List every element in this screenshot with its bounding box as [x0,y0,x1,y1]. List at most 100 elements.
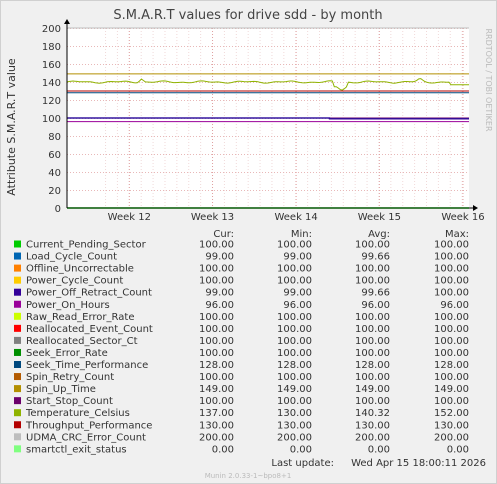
legend-value-max: 100.00 [434,312,469,323]
legend-swatch [14,300,21,308]
chart-title: S.M.A.R.T values for drive sdd - by mont… [113,8,382,23]
legend-value-avg: 96.00 [361,300,390,311]
legend-series-name: Offline_Uncorrectable [26,264,134,275]
footer-version: Munin 2.0.33-1~bpo8+1 [205,472,292,480]
legend-value-cur: 100.00 [199,336,234,347]
legend-value-min: 200.00 [277,432,312,443]
side-label: RRDTOOL / TOBI OETIKER [484,28,493,131]
legend-value-avg: 0.00 [368,444,390,455]
legend-value-min: 130.00 [277,420,312,431]
legend-swatch [14,361,21,368]
legend-value-avg: 130.00 [355,420,390,431]
legend-value-max: 100.00 [434,396,469,407]
legend-swatch [14,385,21,393]
y-tick-label: 20 [48,186,61,197]
legend-value-min: 96.00 [283,300,312,311]
legend-row: Start_Stop_Count 100.00 100.00 100.00 100.00 [14,396,469,407]
legend-value-min: 130.00 [277,408,312,419]
legend-value-cur: 128.00 [199,360,234,371]
legend-table: Current_Pending_Sector 100.00 100.00 100.00… [14,240,469,455]
last-update-label: Last update: [271,458,334,469]
legend-value-max: 128.00 [434,360,469,371]
x-tick-label: Week 13 [191,212,234,223]
y-tick-label: 0 [55,204,61,215]
legend-value-min: 100.00 [277,348,312,359]
legend-value-avg: 140.32 [355,408,390,419]
legend-series-name: Throughput_Performance [25,420,152,431]
x-tick-label: Week 15 [358,212,401,223]
legend-swatch [14,240,21,248]
legend-series-name: Raw_Read_Error_Rate [26,312,134,323]
legend-row: Offline_Uncorrectable 100.00 100.00 100.00 1… [14,264,469,275]
legend-value-cur: 100.00 [199,348,234,359]
legend-series-name: Reallocated_Event_Count [26,324,153,335]
legend-value-avg: 100.00 [355,264,390,275]
legend-value-cur: 100.00 [199,240,234,251]
legend-series-name: Spin_Retry_Count [26,372,114,383]
legend-swatch [14,324,21,332]
legend-value-avg: 100.00 [355,336,390,347]
legend-value-avg: 149.00 [355,384,390,395]
legend-swatch [14,288,21,296]
legend-value-min: 100.00 [277,372,312,383]
last-update-value: Wed Apr 15 18:00:11 2026 [351,458,486,469]
legend-value-min: 100.00 [277,264,312,275]
legend-series-name: smartctl_exit_status [26,444,127,455]
x-tick-labels: Week 12 Week 13 Week 14 Week 15 Week 16 [108,212,485,223]
legend-value-max: 96.00 [440,300,469,311]
legend-series-name: Seek_Time_Performance [26,360,148,371]
legend-row: Power_On_Hours 96.00 96.00 96.00 96.00 [14,300,469,311]
legend-value-max: 100.00 [434,264,469,275]
legend-series-name: Reallocated_Sector_Ct [26,336,138,347]
legend-swatch [14,445,21,453]
legend-swatch [14,373,21,381]
legend-value-cur: 96.00 [205,300,234,311]
legend-value-max: 0.00 [447,444,469,455]
legend-value-max: 200.00 [434,432,469,443]
legend-value-cur: 149.00 [199,384,234,395]
legend-row: Power_Off_Retract_Count 99.00 99.00 99.66 10… [14,288,469,299]
legend-value-min: 100.00 [277,336,312,347]
legend-value-avg: 100.00 [355,396,390,407]
x-tick-label: Week 16 [441,212,484,223]
legend-value-avg: 200.00 [355,432,390,443]
legend-series-name: Power_Off_Retract_Count [26,288,152,299]
legend-swatch [14,336,21,344]
legend-value-avg: 100.00 [355,372,390,383]
legend-swatch [14,421,21,429]
legend-value-cur: 100.00 [199,324,234,335]
legend-swatch [14,264,21,272]
legend-value-cur: 100.00 [199,372,234,383]
legend-value-max: 100.00 [434,252,469,263]
legend-swatch [14,312,21,320]
legend-value-max: 100.00 [434,372,469,383]
header-max: Max: [445,229,469,240]
legend-value-min: 100.00 [277,312,312,323]
legend-headers: Cur: Min: Avg: Max: [213,229,469,240]
y-axis-label: Attribute S.M.A.R.T value [5,58,18,196]
legend-value-max: 130.00 [434,420,469,431]
legend-value-avg: 99.66 [361,288,390,299]
legend-value-cur: 137.00 [199,408,234,419]
y-tick-label: 140 [42,78,61,89]
legend-value-max: 100.00 [434,348,469,359]
legend-row: smartctl_exit_status 0.00 0.00 0.00 0.00 [14,444,469,455]
legend-value-min: 100.00 [277,240,312,251]
legend-value-cur: 100.00 [199,312,234,323]
legend-value-cur: 200.00 [199,432,234,443]
legend-row: Spin_Retry_Count 100.00 100.00 100.00 100.00 [14,372,469,383]
y-tick-labels: 0 20 40 60 80 100 120 140 160 180 200 [42,24,61,215]
legend-row: Power_Cycle_Count 100.00 100.00 100.00 100.0… [14,276,469,287]
legend-value-max: 100.00 [434,240,469,251]
header-cur: Cur: [213,229,234,240]
legend-value-avg: 128.00 [355,360,390,371]
legend-series-name: Seek_Error_Rate [26,348,108,359]
legend-value-max: 152.00 [434,408,469,419]
legend-swatch [14,409,21,417]
legend-series-name: Temperature_Celsius [25,408,130,419]
legend-swatch [14,397,21,405]
legend-row: Throughput_Performance 130.00 130.00 130.00… [14,420,469,431]
legend-row: Raw_Read_Error_Rate 100.00 100.00 100.00 100… [14,312,469,323]
header-avg: Avg: [368,229,390,240]
